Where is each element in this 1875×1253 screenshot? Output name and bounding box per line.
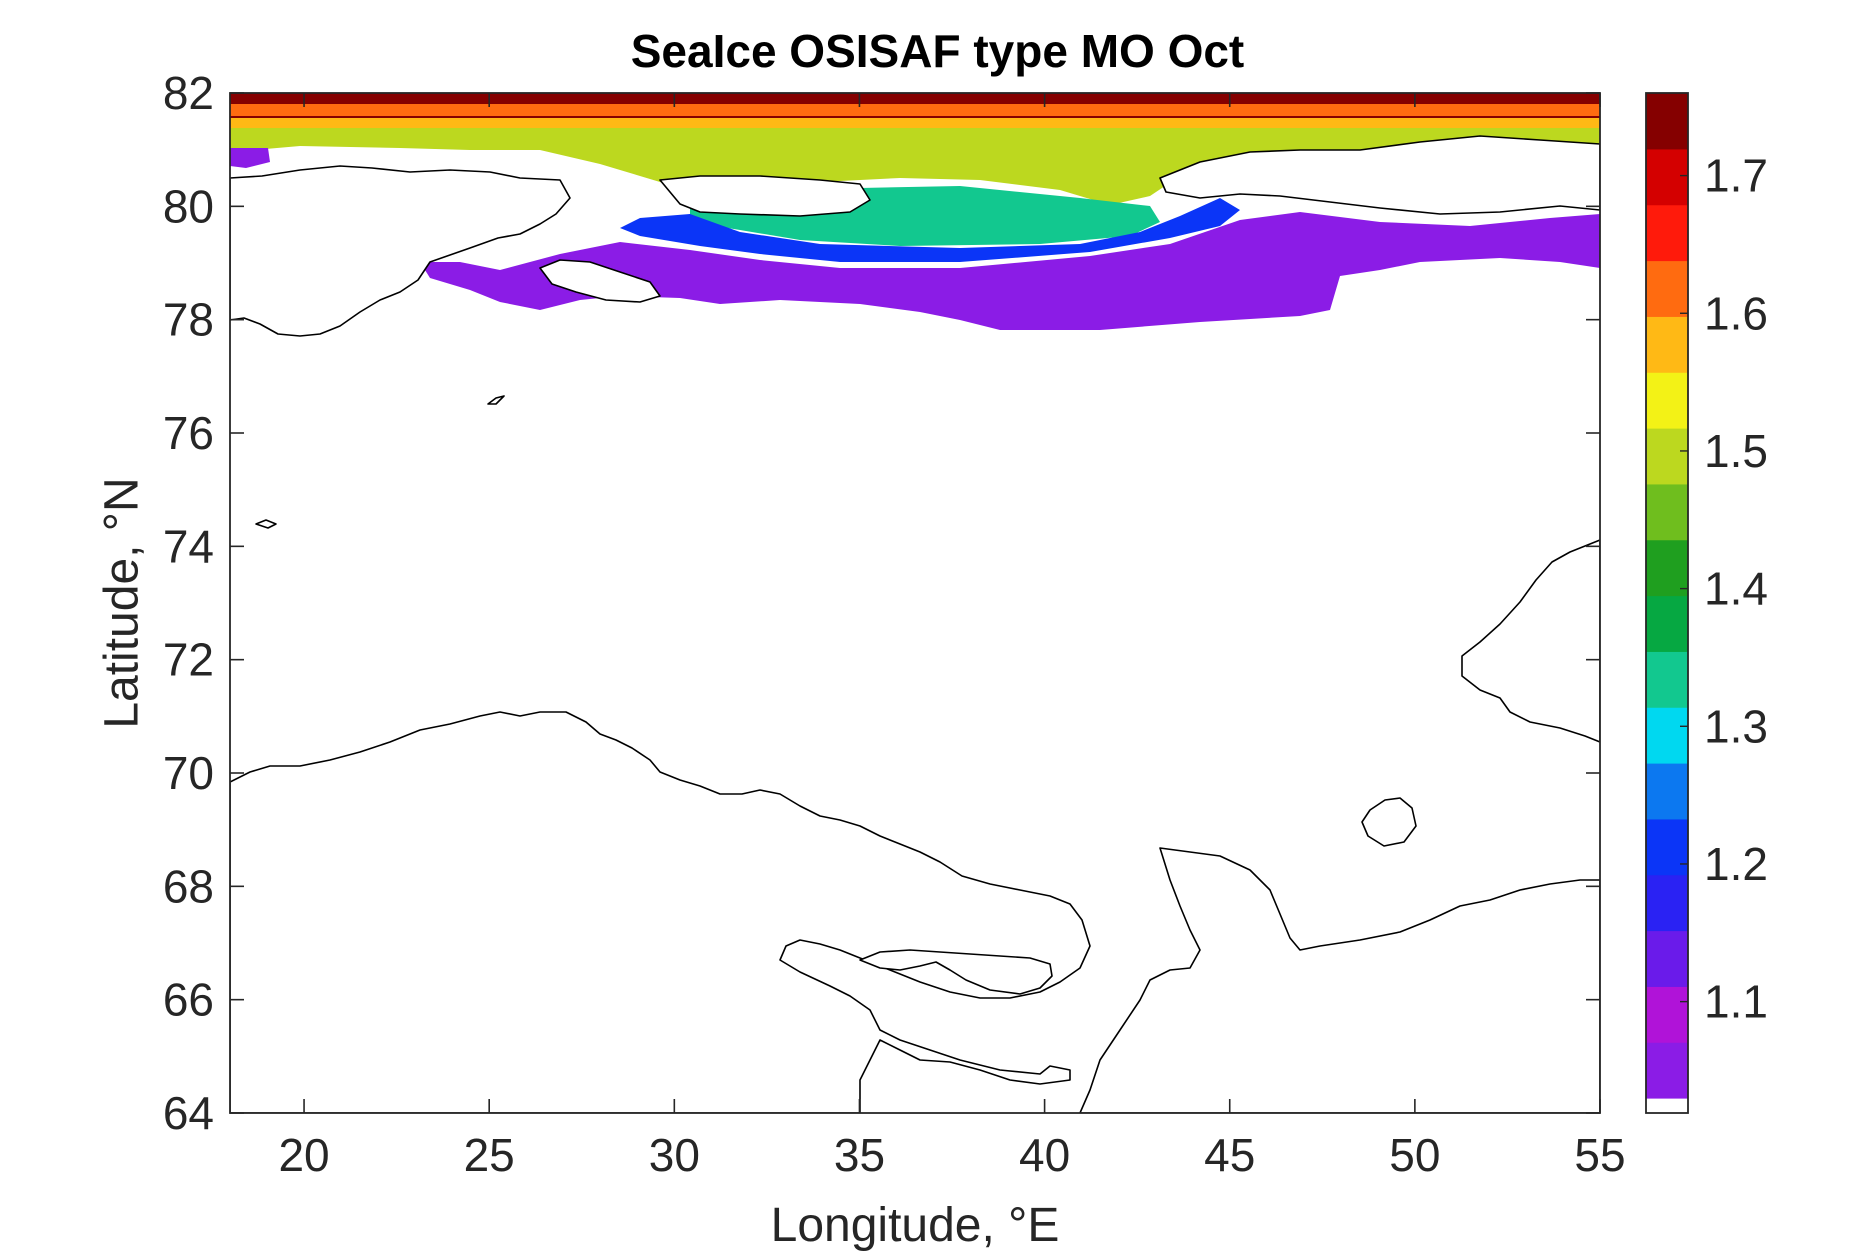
nordaustlandet-land — [659, 175, 871, 217]
y-tick-label: 66 — [163, 974, 214, 1026]
ice-band-purple-west — [230, 148, 270, 168]
svalbard-land — [230, 165, 571, 337]
colorbar-frame — [1645, 92, 1689, 1114]
colorbar-cell — [1646, 986, 1688, 1043]
colorbar-tick-label: 1.1 — [1704, 976, 1768, 1028]
bear-island — [255, 519, 277, 529]
y-tick-label: 78 — [163, 294, 214, 346]
colorbar-cell — [1646, 148, 1688, 206]
colorbar-cell — [1646, 428, 1688, 485]
colorbar-cell — [1646, 763, 1688, 820]
colorbar-cell — [1646, 483, 1688, 541]
colorbar-cell — [1646, 539, 1688, 597]
x-tick-label: 40 — [1019, 1129, 1070, 1181]
colorbar-tick-label: 1.3 — [1704, 700, 1768, 752]
franz-josef-land — [1159, 135, 1600, 215]
x-axis-ticks: 20 25 30 35 40 45 50 55 — [278, 93, 1626, 1181]
novaya-zemlya — [1461, 539, 1600, 743]
svalbard-east-island — [539, 259, 661, 303]
scandinavia-russia-mainland — [230, 711, 1091, 1113]
x-tick-label: 55 — [1574, 1129, 1625, 1181]
sea-ice-field — [230, 93, 1600, 330]
x-tick-label: 35 — [834, 1129, 885, 1181]
ice-band-red — [230, 104, 1600, 116]
colorbar-cell — [1646, 818, 1688, 876]
colorbar-white-segment — [1645, 1097, 1689, 1114]
colorbar-ticks: 1.1 1.2 1.3 1.4 1.5 1.6 1.7 — [1680, 150, 1768, 1028]
colorbar-tick-label: 1.5 — [1704, 425, 1768, 477]
colorbar-tick-label: 1.2 — [1704, 838, 1768, 890]
y-tick-label: 68 — [163, 860, 214, 912]
colorbar-cell — [1646, 204, 1688, 262]
y-tick-label: 76 — [163, 407, 214, 459]
coastlines — [230, 135, 1600, 1113]
y-tick-label: 72 — [163, 634, 214, 686]
colorbar-cell — [1646, 707, 1688, 764]
colorbar-cell — [1646, 651, 1688, 708]
x-axis-label: Longitude, °E — [770, 1199, 1060, 1252]
colorbar-cell — [1646, 930, 1688, 987]
y-tick-label: 64 — [163, 1087, 214, 1139]
x-tick-label: 30 — [649, 1129, 700, 1181]
kolguev-island — [1361, 797, 1417, 847]
ice-band-blue — [620, 198, 1240, 262]
y-axis-label: Latitude, °N — [95, 477, 149, 729]
ice-band-green — [230, 128, 1600, 205]
colorbar-cell — [1646, 595, 1688, 652]
y-tick-label: 80 — [163, 180, 214, 232]
x-tick-label: 25 — [464, 1129, 515, 1181]
y-axis-ticks: 82 80 78 76 74 72 70 68 66 64 — [163, 67, 1600, 1139]
colorbar-cell — [1646, 260, 1688, 317]
y-tick-label: 82 — [163, 67, 214, 119]
y-tick-label: 74 — [163, 520, 214, 572]
kola-inner-sea — [859, 949, 1053, 995]
colorbar-cell — [1646, 93, 1688, 150]
colorbar-cell — [1646, 1042, 1688, 1099]
colorbar-cell — [1646, 874, 1688, 932]
colorbar-tick-label: 1.4 — [1704, 563, 1768, 615]
map-title: SeaIce OSISAF type MO Oct — [630, 25, 1245, 77]
colorbar-tick-label: 1.6 — [1704, 287, 1768, 339]
kanin-peninsula-region — [1079, 847, 1600, 1113]
colorbar-cell — [1646, 316, 1688, 373]
colorbar-tick-label: 1.7 — [1704, 150, 1768, 202]
colorbar-cell — [1646, 372, 1688, 429]
x-tick-label: 50 — [1389, 1129, 1440, 1181]
map-axes-box — [229, 92, 1601, 1114]
x-tick-label: 20 — [278, 1129, 329, 1181]
x-tick-label: 45 — [1204, 1129, 1255, 1181]
colorbar-cells — [1646, 93, 1688, 1099]
kvitoya-island — [487, 395, 505, 405]
ice-band-purple — [420, 212, 1600, 330]
y-tick-label: 70 — [163, 747, 214, 799]
